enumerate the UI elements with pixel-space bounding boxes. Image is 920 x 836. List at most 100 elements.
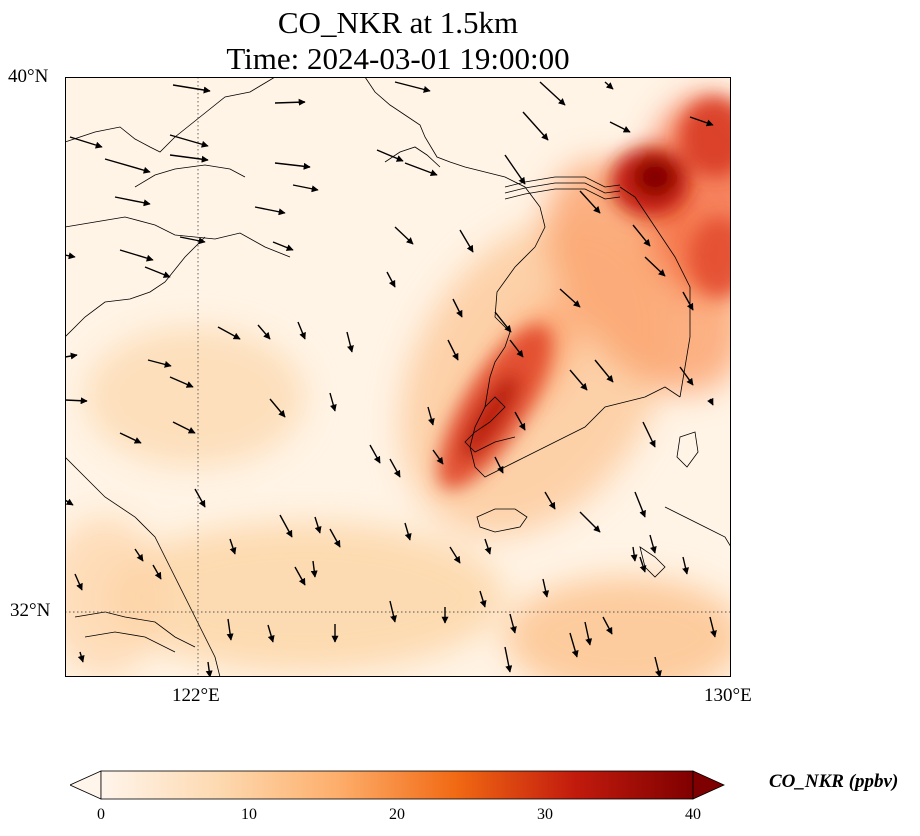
wind-vector <box>654 656 662 677</box>
wind-vector <box>544 491 556 510</box>
wind-vector <box>119 249 154 262</box>
wind-vector <box>172 84 211 94</box>
wind-vector <box>569 369 588 391</box>
wind-vector <box>169 376 194 388</box>
wind-vector <box>644 256 666 277</box>
wind-vector <box>630 546 638 562</box>
wind-vector <box>257 324 271 340</box>
wind-vector <box>65 498 74 506</box>
wind-vector <box>147 359 172 368</box>
wind-vector <box>432 449 444 465</box>
wind-vector <box>267 624 275 643</box>
wind-vector <box>65 352 78 360</box>
wind-vector <box>452 298 463 318</box>
wind-vector <box>152 564 162 580</box>
lon-tick-label-130E: 130°E <box>704 685 752 706</box>
wind-vector <box>679 366 694 386</box>
wind-vectors <box>65 81 717 677</box>
wind-vector <box>522 111 549 141</box>
lat-tick-label-40N: 40°N <box>8 66 49 87</box>
wind-vector <box>594 359 614 383</box>
colorbar-tick-10: 10 <box>241 806 257 823</box>
wind-vector <box>602 616 613 635</box>
map-title: CO_NKR at 1.5km <box>277 5 519 40</box>
wind-vector <box>682 291 694 311</box>
wind-vector <box>394 226 414 245</box>
map-border <box>65 77 731 677</box>
wind-vector <box>272 241 294 251</box>
colorbar-tick-40: 40 <box>685 806 701 823</box>
wind-vector <box>65 397 88 405</box>
wind-vector <box>274 162 311 170</box>
wind-vector <box>269 398 286 418</box>
wind-vector <box>539 81 566 106</box>
wind-vector <box>292 184 319 193</box>
wind-vector <box>509 339 524 358</box>
wind-vector <box>639 556 647 573</box>
wind-vector <box>329 392 337 412</box>
wind-vector <box>427 406 435 426</box>
wind-vector <box>310 560 318 578</box>
wind-vector <box>104 158 151 174</box>
wind-vector <box>542 578 550 598</box>
wind-vector <box>649 534 657 554</box>
wind-vector <box>69 136 103 149</box>
wind-vector <box>389 458 401 478</box>
wind-vector <box>77 651 85 663</box>
wind-vector <box>494 311 512 333</box>
wind-vector <box>514 411 526 431</box>
wind-vector <box>74 573 83 591</box>
wind-vector <box>172 421 196 434</box>
colorbar-tick-0: 0 <box>97 806 105 823</box>
wind-vector <box>346 331 354 353</box>
wind-vector <box>604 81 614 90</box>
wind-vector <box>297 321 306 340</box>
wind-vector <box>274 98 306 106</box>
colorbar-tick-30: 30 <box>537 806 553 823</box>
wind-vector <box>114 196 151 207</box>
wind-vector <box>254 206 286 216</box>
colorbar-label: CO_NKR (ppbv) <box>769 771 899 792</box>
wind-vector <box>294 566 306 586</box>
wind-vector <box>504 646 513 673</box>
concentration-peaks <box>437 97 731 490</box>
wind-vector <box>447 339 459 361</box>
wind-vector <box>119 432 142 444</box>
wind-vector <box>194 488 206 508</box>
wind-vector <box>389 600 397 623</box>
wind-vector <box>579 190 601 214</box>
wind-vector <box>709 616 717 638</box>
wind-vector <box>179 236 206 245</box>
wind-vector <box>484 538 492 555</box>
wind-vector <box>494 456 504 474</box>
wind-vector <box>369 444 381 464</box>
wind-vector <box>509 613 517 634</box>
colorbar <box>70 770 725 800</box>
wind-vector <box>404 522 412 541</box>
wind-vector <box>314 516 322 534</box>
wind-vector <box>682 556 689 575</box>
wind-vector <box>579 511 601 533</box>
wind-vector <box>584 621 593 646</box>
wind-vector <box>404 162 438 177</box>
wind-vector <box>205 661 213 677</box>
wind-vector <box>459 229 474 253</box>
colorbar-tick-20: 20 <box>389 806 405 823</box>
lon-tick-label-122E: 122°E <box>172 685 220 706</box>
wind-vector <box>376 149 404 162</box>
wind-vector <box>134 548 144 562</box>
wind-vector <box>65 252 76 260</box>
wind-vector <box>634 491 646 518</box>
wind-vector <box>689 116 714 127</box>
wind-vector <box>569 632 579 658</box>
wind-vector <box>504 154 526 185</box>
wind-vector <box>217 326 241 340</box>
wind-vector <box>226 618 234 641</box>
wind-vector <box>279 514 293 538</box>
gridlines <box>65 77 731 677</box>
wind-vector <box>559 288 581 308</box>
wind-vector <box>229 538 237 555</box>
wind-vector <box>169 154 209 163</box>
wind-vector <box>329 528 341 548</box>
wind-vector <box>609 121 631 133</box>
